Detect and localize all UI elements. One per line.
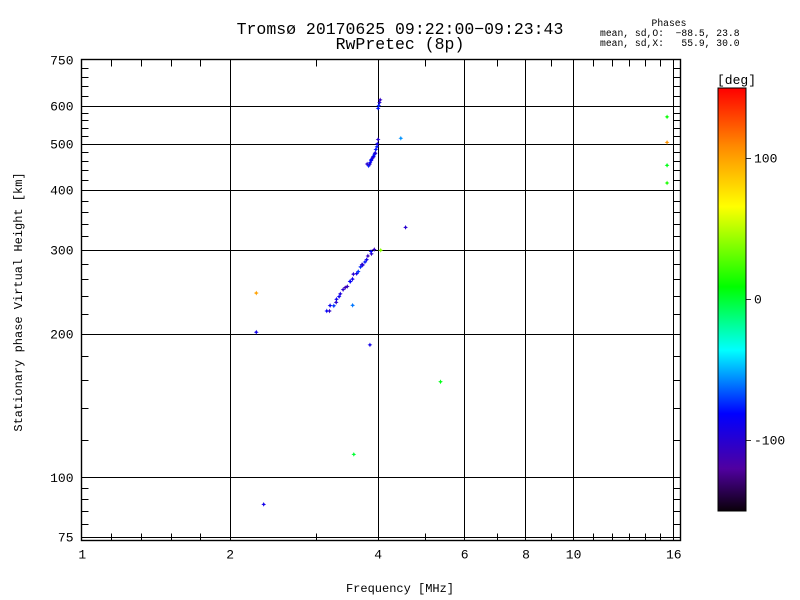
svg-text:6: 6 (461, 548, 469, 563)
svg-text:1: 1 (78, 548, 86, 563)
svg-text:100: 100 (50, 471, 73, 486)
svg-text:[deg]: [deg] (717, 73, 756, 88)
svg-text:300: 300 (50, 243, 73, 258)
svg-text:10: 10 (566, 548, 582, 563)
svg-text:4: 4 (374, 548, 382, 563)
svg-text:2: 2 (226, 548, 234, 563)
svg-text:-100: -100 (754, 434, 785, 449)
svg-text:500: 500 (50, 137, 73, 152)
svg-text:400: 400 (50, 184, 73, 199)
svg-text:0: 0 (754, 293, 762, 308)
svg-text:16: 16 (666, 548, 682, 563)
svg-text:75: 75 (58, 531, 74, 546)
svg-text:600: 600 (50, 100, 73, 115)
svg-text:100: 100 (754, 152, 777, 167)
svg-text:750: 750 (50, 53, 73, 68)
svg-text:200: 200 (50, 327, 73, 342)
svg-text:8: 8 (522, 548, 530, 563)
